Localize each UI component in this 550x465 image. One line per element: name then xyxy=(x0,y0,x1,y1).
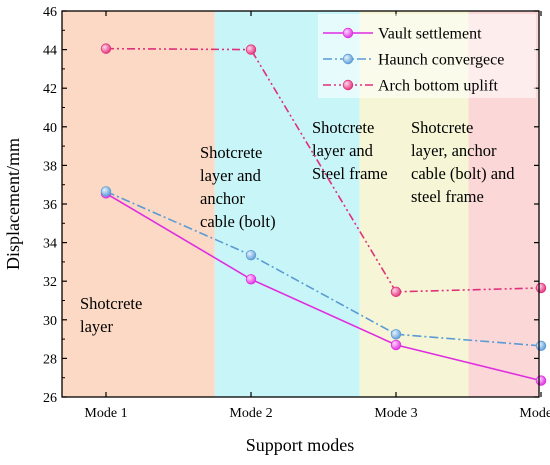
series-3-point xyxy=(100,43,112,54)
y-tick-label: 28 xyxy=(43,352,57,367)
series-3-point xyxy=(535,282,547,294)
series-1-point xyxy=(390,339,402,351)
legend: Vault settlement Haunch convergece Arch bo… xyxy=(318,14,536,98)
support-region-label-line: layer, anchor xyxy=(411,141,497,160)
series-2-point xyxy=(390,329,402,340)
support-region-labels: Shotcrete layer Shotcrete layer and anchor ca… xyxy=(80,118,515,336)
legend-label: Haunch convergece xyxy=(378,52,504,69)
support-region-label-2: Shotcrete layer and anchor cable (bolt) xyxy=(200,143,276,231)
x-tick-label: Mode 2 xyxy=(229,406,272,421)
support-region-label-line: Shotcrete xyxy=(80,294,142,313)
series-2-point xyxy=(100,186,112,197)
support-region-label-line: steel frame xyxy=(411,187,484,206)
legend-swatch-marker xyxy=(342,53,354,65)
legend-swatch-marker xyxy=(342,27,354,39)
support-region-label-line: layer and xyxy=(200,166,262,185)
legend-label: Vault settlement xyxy=(378,26,482,43)
y-tick-label: 30 xyxy=(43,314,57,329)
support-region-label-line: layer xyxy=(80,317,113,336)
y-tick-label: 40 xyxy=(43,121,57,136)
support-region-label-line: anchor xyxy=(200,189,245,208)
legend-label: Arch bottom uplift xyxy=(378,78,499,95)
x-axis-title: Support modes xyxy=(246,435,355,455)
support-region-label-line: layer and xyxy=(312,141,374,160)
series-2-point xyxy=(535,340,547,352)
y-tick-label: 38 xyxy=(43,159,57,174)
x-axis: Mode 1 Mode 2 Mode 3 Mode 4 xyxy=(84,11,550,421)
legend-swatch-marker xyxy=(342,79,354,91)
y-tick-label: 46 xyxy=(43,5,57,20)
x-tick-label: Mode 4 xyxy=(519,406,550,421)
support-region-label-line: Steel frame xyxy=(312,164,388,183)
support-region-label-line: cable (bolt) xyxy=(200,212,276,231)
y-tick-label: 36 xyxy=(43,198,57,213)
support-region-label-line: Shotcrete xyxy=(200,143,262,162)
y-tick-label: 26 xyxy=(43,391,57,406)
y-tick-label: 34 xyxy=(43,237,57,252)
y-tick-label: 44 xyxy=(43,44,57,59)
y-tick-label: 42 xyxy=(43,82,57,97)
support-region-label-3: Shotcrete layer and Steel frame xyxy=(312,118,388,183)
support-region-label-line: cable (bolt) and xyxy=(411,164,515,183)
y-axis: 26 28 30 32 34 36 38 40 42 44 46 xyxy=(43,5,539,406)
x-tick-label: Mode 1 xyxy=(84,406,127,421)
series-3-point xyxy=(390,286,402,298)
support-region-label-4: Shotcrete layer, anchor cable (bolt) and st… xyxy=(411,118,515,206)
x-tick-label: Mode 3 xyxy=(374,406,417,421)
series-line-2 xyxy=(105,190,542,347)
series-1-point xyxy=(245,274,257,285)
support-region-label-1: Shotcrete layer xyxy=(80,294,142,336)
y-axis-title: Displacement/mm xyxy=(3,138,23,270)
series-line-3 xyxy=(105,47,542,293)
series-2-point xyxy=(245,249,257,261)
support-region-label-line: Shotcrete xyxy=(312,118,374,137)
legend-background xyxy=(318,14,536,98)
support-region-1 xyxy=(62,11,215,397)
series-line-1 xyxy=(105,192,542,382)
series-1-point xyxy=(535,375,547,386)
support-region-label-line: Shotcrete xyxy=(411,118,473,137)
y-tick-label: 32 xyxy=(43,275,57,290)
series-3-point xyxy=(245,44,257,55)
